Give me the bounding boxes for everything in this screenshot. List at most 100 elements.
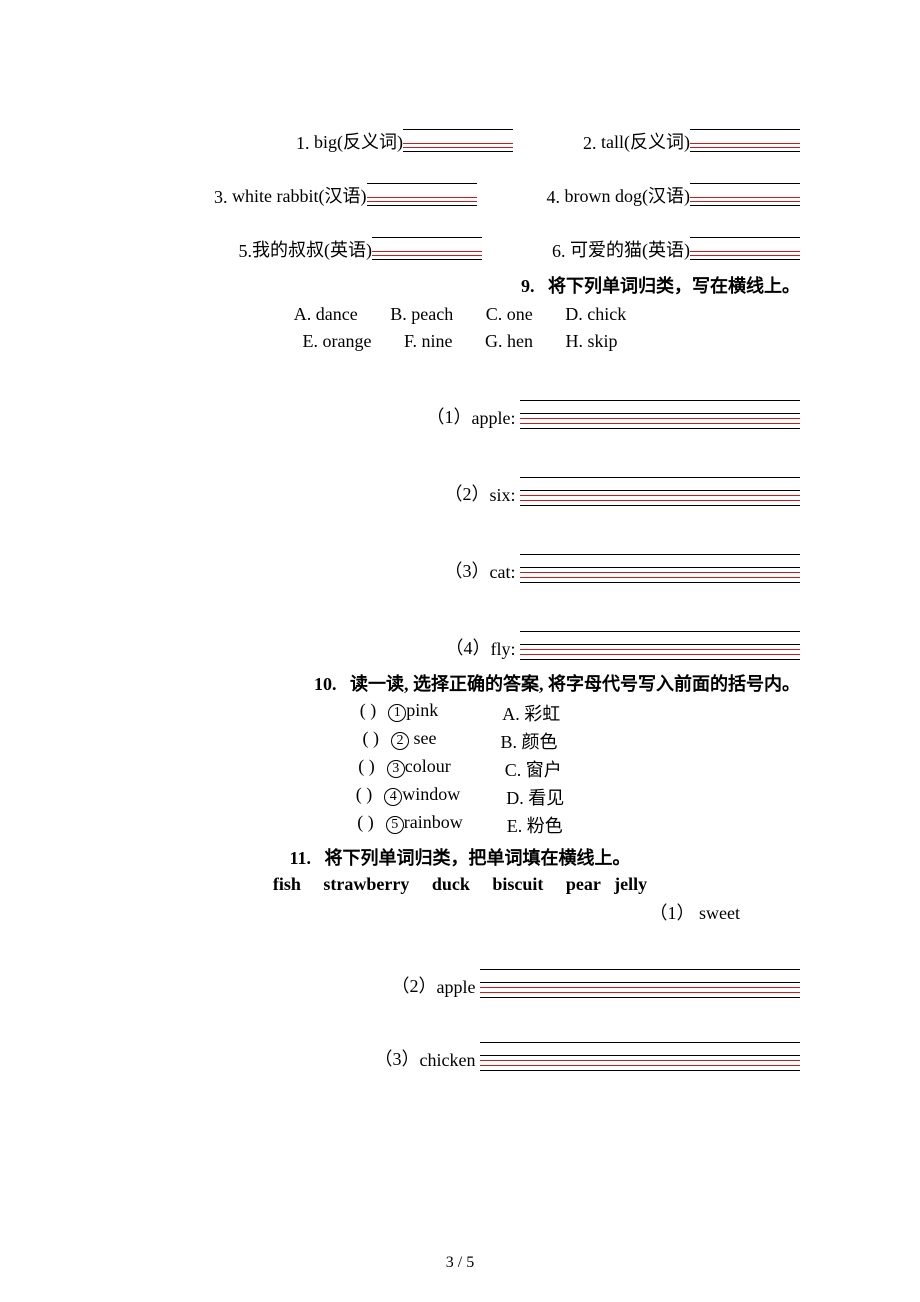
blank-stack[interactable] [403,129,513,152]
q11-cat-3-label: chicken [420,1050,476,1071]
q9-opt-h: H. skip [566,331,618,352]
q8-item-6-num: 6. [552,241,566,262]
q8-row-3: 5. 我的叔叔(英语) 6. 可爱的猫(英语) [120,236,800,262]
q9-options-row2: E. orange F. nine G. hen H. skip [120,331,800,352]
blank-stack[interactable] [690,183,800,206]
q8-item-1: 1. big(反义词) [296,128,513,154]
q8-item-6: 6. 可爱的猫(英语) [552,236,800,262]
circle-3-icon: 3 [387,760,405,778]
q9-cat-3-label: cat: [490,562,516,583]
circle-2-icon: 2 [391,732,409,750]
q9-opt-g: G. hen [485,331,533,352]
q10-word-5: rainbow [404,812,463,832]
q10-paren-2[interactable]: ( ) [363,728,380,754]
q11-cat-1-num: （1） [650,903,695,923]
q10-num: 10. [314,674,337,694]
blank-stack[interactable] [520,477,800,506]
page-content: 1. big(反义词) 2. tall(反义词) 3. [120,128,800,1071]
q11-title: 将下列单词归类，把单词填在横线上。 [325,848,631,868]
q8-item-3-num: 3. [214,187,228,208]
q9-cat-1: （1） apple: [120,400,800,429]
q9-cat-3-num: （3） [445,557,490,583]
q11-cat-2: （2） apple [120,969,800,998]
q9-opt-c: C. one [486,304,533,325]
q9-cat-1-num: （1） [427,403,472,429]
q8-row-1: 1. big(反义词) 2. tall(反义词) [120,128,800,154]
q9-title-row: 9. 将下列单词归类，写在横线上。 [120,272,800,298]
page-number: 3 / 5 [0,1254,920,1272]
q10-word-3: colour [405,756,451,776]
q8-item-2: 2. tall(反义词) [583,128,800,154]
blank-stack[interactable] [480,1042,800,1071]
q10-title: 读一读, 选择正确的答案, 将字母代号写入前面的括号内。 [350,674,800,694]
q11-wordbank: fish strawberry duck biscuit pear jelly [120,874,800,895]
blank-stack[interactable] [367,183,477,206]
q10-right-2: B. 颜色 [500,728,557,754]
q10-word-4: window [402,784,460,804]
q11-cat-3-num: （3） [375,1045,420,1071]
q9-opt-a: A. dance [294,304,358,325]
blank-stack[interactable] [372,237,482,260]
q11-title-row: 11. 将下列单词归类，把单词填在横线上。 [120,844,800,870]
q10-row-5: ( ) 5rainbow E. 粉色 [120,812,800,838]
blank-stack[interactable] [690,237,800,260]
q9-cat-4: （4） fly: [120,631,800,660]
q8-item-3: 3. white rabbit(汉语) [214,182,476,208]
q10-right-3: C. 窗户 [505,756,562,782]
q9-cat-4-num: （4） [446,634,491,660]
circle-1-icon: 1 [388,704,406,722]
q9-cat-2-label: six: [489,485,515,506]
q8-item-3-label: white rabbit(汉语) [232,182,366,208]
q10-right-5: E. 粉色 [507,812,563,838]
q9-num: 9. [521,276,535,296]
q10-row-1: ( ) 1pink A. 彩虹 [120,700,800,726]
q9-title: 将下列单词归类，写在横线上。 [548,276,800,296]
q10-paren-5[interactable]: ( ) [357,812,374,838]
circle-4-icon: 4 [384,788,402,806]
blank-stack[interactable] [520,631,800,660]
q10-rows: ( ) 1pink A. 彩虹 ( ) 2 see B. 颜色 ( ) 3col… [120,700,800,838]
q9-cat-2: （2） six: [120,477,800,506]
q10-row-3: ( ) 3colour C. 窗户 [120,756,800,782]
q10-right-4: D. 看见 [506,784,564,810]
q11-cat-1: （1） sweet [120,899,800,925]
q8-item-4: 4. brown dog(汉语) [547,182,800,208]
q9-cat-1-label: apple: [472,408,516,429]
q8-item-1-num: 1. [296,133,310,154]
q9-cat-4-label: fly: [491,639,516,660]
q9-options-row1: A. dance B. peach C. one D. chick [120,304,800,325]
q11-cat-2-num: （2） [392,972,437,998]
q9-opt-b: B. peach [390,304,453,325]
q8-row-2: 3. white rabbit(汉语) 4. brown dog(汉语) [120,182,800,208]
q8-item-6-label: 可爱的猫(英语) [570,236,690,262]
q9-opt-f: F. nine [404,331,453,352]
q8-item-2-label: tall(反义词) [601,128,690,154]
blank-stack[interactable] [520,400,800,429]
q10-right-1: A. 彩虹 [502,700,560,726]
q10-word-2: see [409,728,436,748]
blank-stack[interactable] [480,969,800,998]
q11-num: 11. [289,848,311,868]
q9-opt-e: E. orange [302,331,371,352]
q9-cat-2-num: （2） [444,480,489,506]
q10-paren-4[interactable]: ( ) [356,784,373,810]
blank-stack[interactable] [520,554,800,583]
q11-cat-1-label: sweet [699,903,740,923]
q10-row-4: ( ) 4window D. 看见 [120,784,800,810]
q8-item-2-num: 2. [583,133,597,154]
q11-cat-3: （3） chicken [120,1042,800,1071]
q9-opt-d: D. chick [565,304,626,325]
q8-item-1-label: big(反义词) [314,128,403,154]
circle-5-icon: 5 [386,816,404,834]
q11-cat-2-label: apple [437,977,476,998]
q10-row-2: ( ) 2 see B. 颜色 [120,728,800,754]
blank-stack[interactable] [690,129,800,152]
q8-item-5-num: 5. [239,241,253,262]
q10-title-row: 10. 读一读, 选择正确的答案, 将字母代号写入前面的括号内。 [120,670,800,696]
q10-paren-3[interactable]: ( ) [358,756,375,782]
q8-item-4-label: brown dog(汉语) [565,182,690,208]
q8-item-4-num: 4. [547,187,561,208]
q8-item-5: 5. 我的叔叔(英语) [239,236,483,262]
q10-word-1: pink [406,700,438,720]
q10-paren-1[interactable]: ( ) [360,700,377,726]
